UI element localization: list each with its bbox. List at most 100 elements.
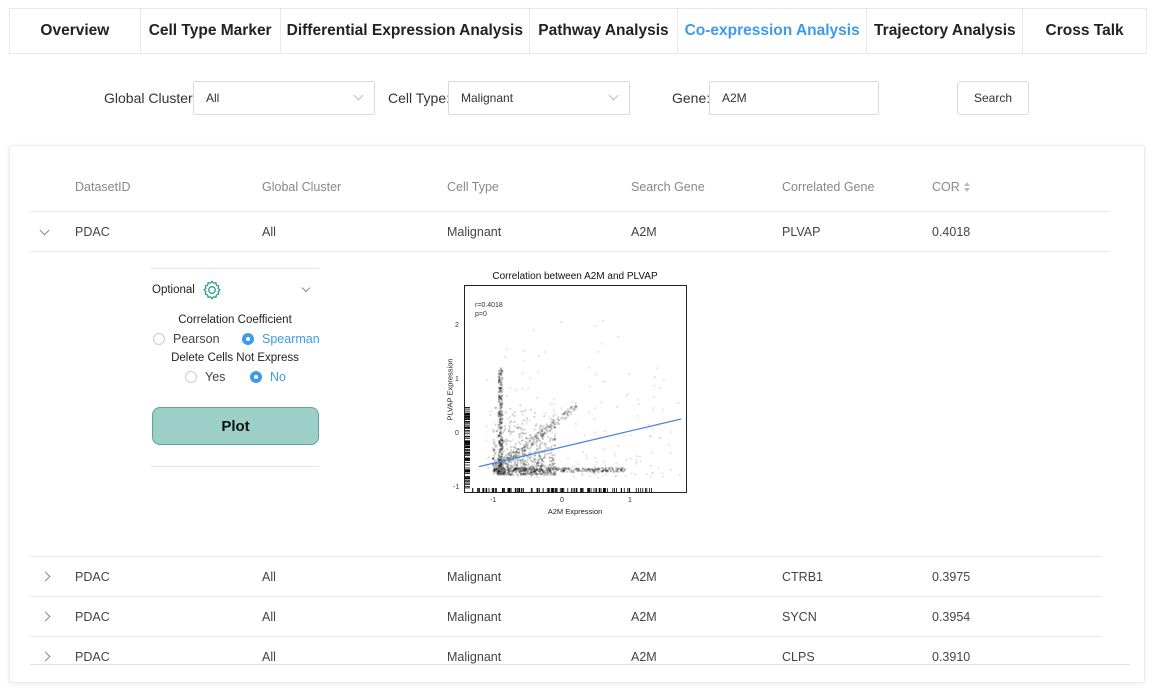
scatter-point xyxy=(522,472,525,475)
scatter-point xyxy=(523,443,526,446)
scatter-point xyxy=(503,472,506,476)
cell-cell-type: Malignant xyxy=(447,570,502,584)
scatter-point xyxy=(647,424,650,427)
r-annotation: r=0.4018 xyxy=(475,302,503,309)
scatter-point xyxy=(527,387,530,390)
scatter-point xyxy=(545,429,549,432)
yes-radio[interactable] xyxy=(185,371,197,383)
scatter-point xyxy=(513,459,517,462)
scatter-point xyxy=(512,454,515,457)
scatter-point xyxy=(500,470,503,473)
scatter-point xyxy=(499,382,503,385)
scatter-point xyxy=(566,414,569,418)
scatter-point xyxy=(563,469,566,472)
yes-label[interactable]: Yes xyxy=(205,370,226,384)
scatter-point xyxy=(531,464,534,467)
scatter-point xyxy=(501,377,504,380)
scatter-point xyxy=(524,468,527,472)
no-radio[interactable] xyxy=(250,371,262,383)
fit-line xyxy=(478,418,682,468)
scatter-point xyxy=(500,386,504,389)
scatter-point xyxy=(501,414,504,417)
scatter-point xyxy=(529,439,532,442)
scatter-point xyxy=(500,426,503,429)
pearson-radio[interactable] xyxy=(153,333,165,345)
scatter-point xyxy=(589,468,592,471)
scatter-point xyxy=(533,467,536,471)
spearman-label[interactable]: Spearman xyxy=(262,332,320,346)
scatter-point xyxy=(515,467,518,470)
scatter-point xyxy=(530,471,534,474)
scatter-point xyxy=(498,370,501,373)
scatter-point xyxy=(521,419,524,422)
tab-overview[interactable]: Overview xyxy=(10,9,141,53)
tab-cell-type-marker[interactable]: Cell Type Marker xyxy=(141,9,281,53)
scatter-point xyxy=(497,472,500,475)
scatter-point xyxy=(508,470,511,473)
tab-cross-talk[interactable]: Cross Talk xyxy=(1045,22,1124,39)
scatter-point xyxy=(501,452,504,455)
gene-input[interactable]: A2M xyxy=(709,81,879,115)
scatter-point xyxy=(538,461,541,464)
scatter-point xyxy=(491,464,495,467)
scatter-point xyxy=(526,470,529,473)
scatter-point xyxy=(552,465,555,468)
scatter-point xyxy=(617,467,620,470)
scatter-point xyxy=(499,439,502,442)
plot-button[interactable]: Plot xyxy=(152,407,319,445)
scatter-point xyxy=(552,473,555,476)
scatter-point xyxy=(550,417,553,421)
scatter-point xyxy=(554,425,557,428)
scatter-point xyxy=(523,453,526,456)
scatter-point xyxy=(503,473,506,476)
scatter-point xyxy=(497,453,500,456)
scatter-point xyxy=(523,469,526,472)
cell-global-cluster: All xyxy=(262,570,276,584)
scatter-point xyxy=(596,468,599,471)
scatter-point xyxy=(492,447,495,450)
scatter-point xyxy=(520,439,523,442)
scatter-point xyxy=(549,469,552,472)
scatter-point xyxy=(522,473,525,476)
scatter-point xyxy=(499,418,502,421)
scatter-point xyxy=(537,461,540,464)
sort-icon[interactable] xyxy=(963,181,971,193)
scatter-point xyxy=(499,413,502,417)
scatter-point xyxy=(498,406,501,410)
scatter-point xyxy=(504,457,507,460)
no-label[interactable]: No xyxy=(270,370,286,384)
scatter-point xyxy=(598,467,601,470)
scatter-point xyxy=(521,452,525,455)
scatter-point xyxy=(529,434,533,437)
scatter-point xyxy=(501,438,504,441)
scatter-point xyxy=(532,469,535,472)
scatter-point xyxy=(496,467,499,470)
scatter-point xyxy=(539,467,543,470)
global-cluster-select[interactable]: All xyxy=(193,81,375,115)
scatter-point xyxy=(524,468,527,471)
scatter-point xyxy=(567,467,570,470)
scatter-point xyxy=(507,468,510,471)
scatter-point xyxy=(621,466,625,469)
header-cor[interactable]: COR xyxy=(932,180,960,194)
tab-pathway-analysis[interactable]: Pathway Analysis xyxy=(530,9,678,53)
scatter-point xyxy=(614,475,618,478)
cell-type-select[interactable]: Malignant xyxy=(448,81,630,115)
scatter-point xyxy=(504,474,507,477)
scatter-point xyxy=(534,461,537,464)
scatter-point xyxy=(553,437,556,440)
gear-icon[interactable] xyxy=(201,279,223,301)
tab-co-expression[interactable]: Co-expression Analysis xyxy=(678,9,868,53)
scatter-point xyxy=(497,470,500,473)
scatter-point xyxy=(548,469,551,472)
scatter-point xyxy=(617,467,620,470)
tab-trajectory-analysis[interactable]: Trajectory Analysis xyxy=(867,9,1024,53)
scatter-point xyxy=(498,448,501,451)
options-divider-bottom xyxy=(151,466,319,467)
spearman-radio[interactable] xyxy=(242,333,254,345)
scatter-point xyxy=(540,459,544,462)
scatter-point xyxy=(498,414,501,417)
pearson-label[interactable]: Pearson xyxy=(173,332,220,346)
search-button[interactable]: Search xyxy=(957,81,1029,115)
tab-differential-expression[interactable]: Differential Expression Analysis xyxy=(281,9,531,53)
